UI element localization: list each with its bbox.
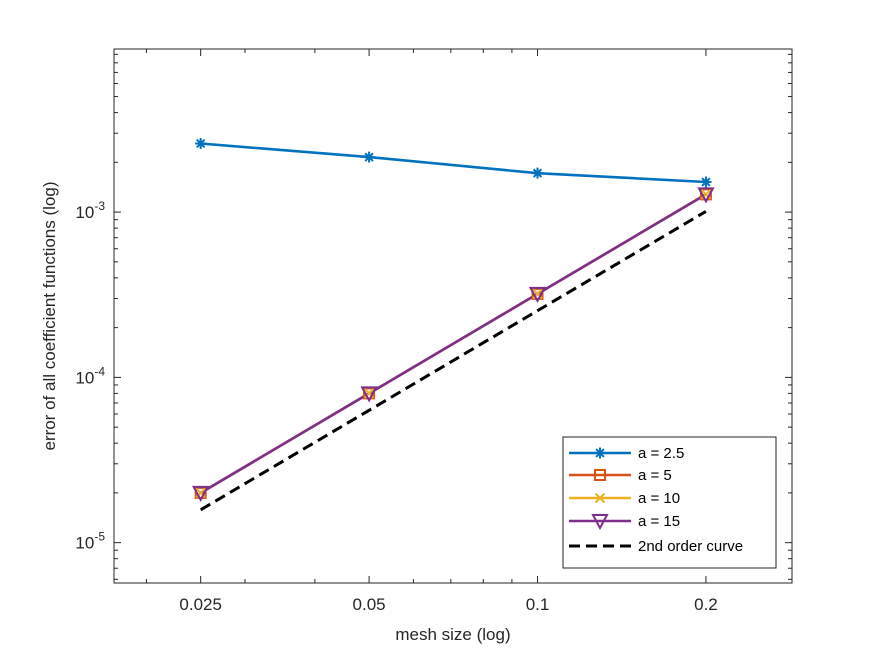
data-point-marker bbox=[532, 167, 544, 179]
x-axis-label: mesh size (log) bbox=[395, 625, 510, 644]
legend-swatch-marker bbox=[594, 447, 606, 459]
y-tick-exponent: -4 bbox=[94, 364, 105, 378]
legend-swatch-marker bbox=[594, 492, 606, 504]
x-tick-label: 0.1 bbox=[526, 595, 550, 614]
legend-entry-label: a = 5 bbox=[638, 467, 672, 484]
legend-entry-label: a = 2.5 bbox=[638, 445, 684, 462]
legend-entry-label: 2nd order curve bbox=[638, 538, 743, 555]
y-tick-exponent: -5 bbox=[94, 530, 105, 544]
series-lines bbox=[199, 142, 707, 512]
legend: a = 2.5 a = 5 a = 10 a = 15 2nd order curve bbox=[562, 436, 777, 569]
data-point-marker bbox=[528, 286, 547, 303]
x-tick-label: 0.025 bbox=[179, 595, 222, 614]
y-axis-label: error of all coefficient functions (log) bbox=[40, 182, 59, 451]
data-point-marker bbox=[697, 187, 715, 204]
axis-ticks bbox=[114, 49, 792, 583]
data-point-marker bbox=[360, 386, 378, 403]
series-line-4 bbox=[199, 210, 707, 512]
x-tick-labels: 0.025 0.05 0.1 0.2 bbox=[179, 595, 717, 614]
legend-entry-label: a = 10 bbox=[638, 490, 680, 507]
legend-box bbox=[562, 436, 777, 569]
data-point-marker bbox=[195, 138, 207, 150]
x-tick-label: 0.05 bbox=[353, 595, 386, 614]
legend-swatch-marker bbox=[591, 514, 609, 531]
y-tick-exponent: -3 bbox=[94, 199, 105, 213]
legend-entry-label: a = 15 bbox=[638, 513, 680, 530]
data-point-marker bbox=[191, 485, 210, 503]
series-markers bbox=[191, 138, 715, 503]
series-line-0 bbox=[200, 142, 706, 184]
series-line-3 bbox=[200, 193, 707, 495]
data-point-marker bbox=[700, 176, 712, 188]
data-point-marker bbox=[363, 151, 375, 163]
x-tick-label: 0.2 bbox=[694, 595, 718, 614]
legend-swatch-marker bbox=[594, 469, 606, 481]
axes-box bbox=[113, 48, 793, 584]
